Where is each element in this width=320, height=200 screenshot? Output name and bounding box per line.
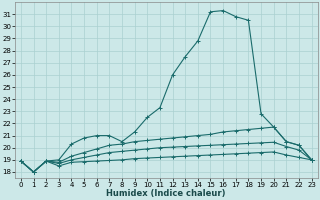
X-axis label: Humidex (Indice chaleur): Humidex (Indice chaleur) [107,189,226,198]
